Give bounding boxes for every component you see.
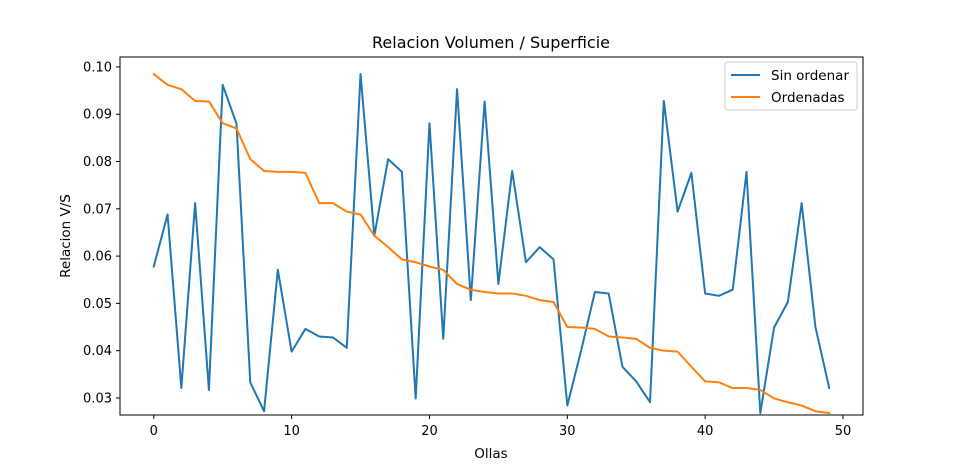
- series-line-ordenadas: [152, 72, 831, 415]
- y-axis: 0.03 0.04 0.05 0.06 0.07 0.08 0.09 0.10: [83, 60, 120, 406]
- x-tick-label: 0: [150, 424, 158, 439]
- plot-content: [152, 72, 831, 415]
- x-tick-label: 50: [835, 424, 852, 439]
- legend: Sin ordenar Ordenadas: [724, 61, 858, 111]
- y-tick-label: 0.07: [83, 202, 112, 217]
- x-axis: 0 10 20 30 40 50: [150, 415, 852, 439]
- legend-label: Sin ordenar: [771, 68, 849, 84]
- plot-frame: [119, 56, 864, 416]
- y-tick-label: 0.06: [83, 250, 112, 265]
- y-tick-label: 0.05: [83, 297, 112, 312]
- y-axis-label: Relacion V/S: [58, 194, 74, 278]
- y-tick-label: 0.03: [83, 391, 112, 406]
- x-axis-label: Ollas: [474, 446, 507, 462]
- y-tick-label: 0.10: [83, 60, 112, 75]
- x-tick-label: 30: [559, 424, 576, 439]
- legend-label: Ordenadas: [771, 90, 845, 106]
- series-line-sin-ordenar: [152, 73, 831, 415]
- y-tick-label: 0.04: [83, 344, 112, 359]
- x-tick-label: 10: [283, 424, 300, 439]
- chart-title: Relacion Volumen / Superficie: [372, 33, 610, 52]
- y-tick-label: 0.09: [83, 108, 112, 123]
- y-tick-label: 0.08: [83, 155, 112, 170]
- x-tick-label: 40: [697, 424, 714, 439]
- x-tick-label: 20: [421, 424, 438, 439]
